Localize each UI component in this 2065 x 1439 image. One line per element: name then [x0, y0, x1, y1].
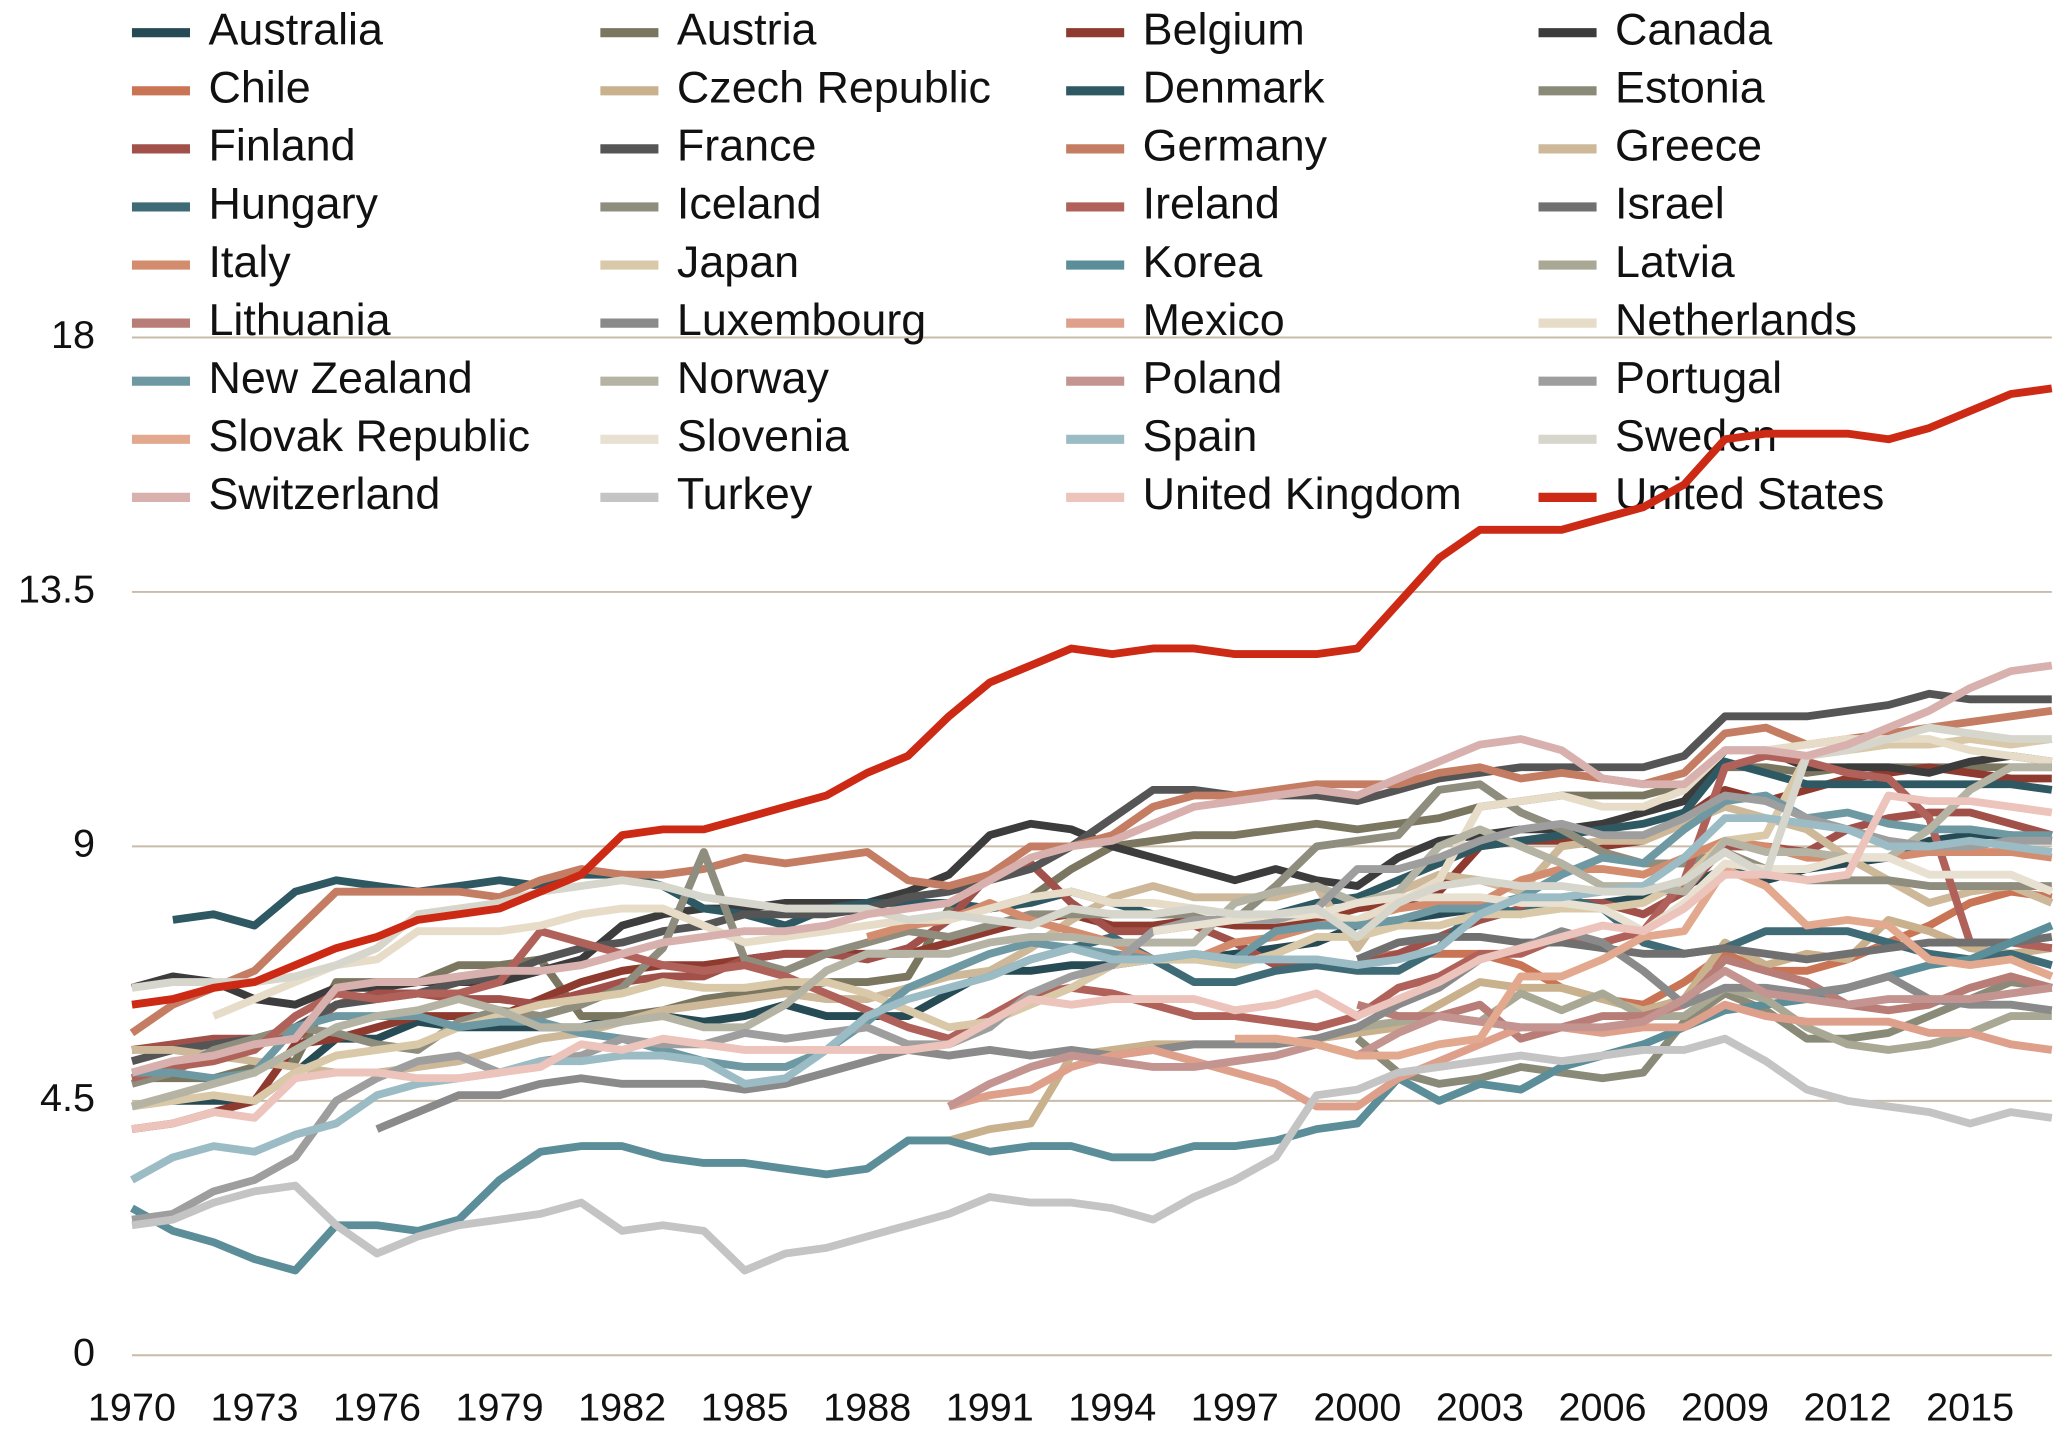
x-tick-label: 2012 — [1804, 1386, 1892, 1430]
series-line — [130, 763, 2052, 1111]
legend-label: Estonia — [1615, 64, 1765, 113]
legend-label: Poland — [1143, 354, 1283, 403]
x-tick-label: 2015 — [1926, 1386, 2014, 1430]
series-line — [946, 966, 2053, 1110]
legend-label: United Kingdom — [1143, 470, 1462, 519]
legend-label: Denmark — [1143, 64, 1326, 113]
legend-label: Mexico — [1143, 296, 1285, 345]
legend-label: Chile — [208, 64, 310, 113]
y-tick-label: 0 — [73, 1331, 95, 1375]
y-tick-label: 18 — [51, 313, 95, 357]
series-line — [131, 791, 2053, 1133]
x-tick-label: 1997 — [1191, 1386, 1279, 1430]
series-line — [1354, 978, 2053, 1088]
series-line — [1355, 932, 2053, 964]
legend-label: Portugal — [1615, 354, 1782, 403]
legend-label: Canada — [1615, 6, 1772, 55]
x-tick-label: 1982 — [578, 1386, 666, 1430]
legend-label: Ireland — [1143, 180, 1280, 229]
x-tick-label: 2003 — [1436, 1386, 1524, 1430]
series-line — [131, 384, 2053, 1009]
x-tick-label: 1991 — [946, 1386, 1034, 1430]
legend-label: Hungary — [208, 180, 378, 229]
series-line — [130, 661, 2053, 1077]
x-tick-label: 1973 — [210, 1386, 298, 1430]
x-tick-label: 1970 — [88, 1386, 176, 1430]
legend-label: Slovak Republic — [208, 412, 530, 461]
legend-label: Israel — [1615, 180, 1725, 229]
legend-label: Greece — [1615, 122, 1762, 171]
x-tick-label: 1994 — [1068, 1386, 1156, 1430]
y-tick-label: 9 — [73, 822, 95, 866]
x-tick-label: 1988 — [823, 1386, 911, 1430]
x-tick-label: 2009 — [1681, 1386, 1769, 1430]
legend-label: Japan — [677, 238, 799, 287]
legend-label: Slovenia — [677, 412, 849, 461]
legend-label: Latvia — [1615, 238, 1735, 287]
x-tick-label: 2006 — [1558, 1386, 1646, 1430]
legend-label: Luxembourg — [677, 296, 926, 345]
x-tick-label: 1985 — [701, 1386, 789, 1430]
legend-label: Czech Republic — [677, 64, 991, 113]
y-tick-label: 13.5 — [18, 567, 95, 611]
legend-label: France — [677, 122, 817, 171]
legend-label: United States — [1615, 470, 1884, 519]
legend-label: Italy — [208, 238, 291, 287]
series-line — [131, 1034, 2053, 1275]
series-line — [947, 1000, 2053, 1111]
legend-label: Belgium — [1143, 6, 1305, 55]
y-tick-label: 4.5 — [40, 1076, 95, 1120]
series-line — [131, 723, 2052, 992]
series-line — [130, 751, 2053, 1082]
series-line — [130, 689, 2052, 1065]
legend-label: Turkey — [677, 470, 813, 519]
legend-label: Norway — [677, 354, 830, 403]
series-line — [1234, 865, 2054, 1060]
series-line — [131, 791, 2052, 1224]
x-tick-label: 2000 — [1313, 1386, 1401, 1430]
legend-label: New Zealand — [208, 354, 472, 403]
legend-label: Lithuania — [208, 296, 390, 345]
legend-label: Australia — [208, 6, 383, 55]
legend-label: Austria — [677, 6, 817, 55]
x-tick-label: 1976 — [333, 1386, 421, 1430]
x-tick-label: 1979 — [456, 1386, 544, 1430]
series-line — [375, 927, 2053, 1133]
legend-label: Iceland — [677, 180, 822, 229]
legend-label: Korea — [1143, 238, 1263, 287]
legend-label: Netherlands — [1615, 296, 1857, 345]
legend-label: Finland — [208, 122, 355, 171]
legend-label: Germany — [1143, 122, 1328, 171]
legend-label: Spain — [1143, 412, 1258, 461]
legend-label: Switzerland — [208, 470, 440, 519]
